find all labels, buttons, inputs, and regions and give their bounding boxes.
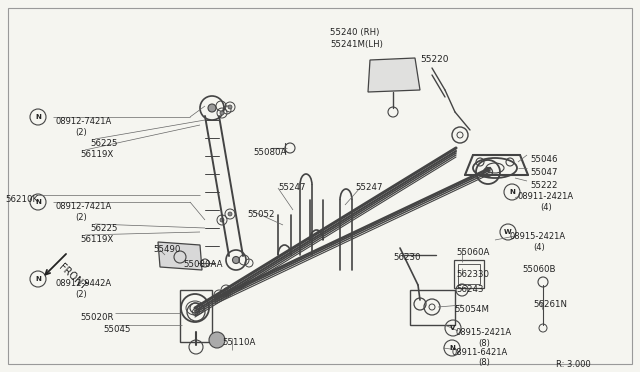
Text: 55247: 55247	[355, 183, 383, 192]
Text: 55241M(LH): 55241M(LH)	[330, 40, 383, 49]
Text: 56230: 56230	[393, 253, 420, 262]
Text: 55080A: 55080A	[253, 148, 286, 157]
Bar	[410, 290, 455, 325]
Text: 55247: 55247	[278, 183, 305, 192]
Text: 55490: 55490	[153, 245, 180, 254]
Polygon shape	[368, 58, 420, 92]
Text: 56119X: 56119X	[80, 150, 113, 159]
Circle shape	[217, 293, 221, 297]
Circle shape	[228, 105, 232, 109]
Text: FRONT: FRONT	[57, 262, 88, 292]
Circle shape	[224, 288, 228, 292]
Text: 55047: 55047	[530, 168, 557, 177]
Text: 55052: 55052	[247, 210, 275, 219]
Text: 55110A: 55110A	[222, 338, 255, 347]
Bar	[454, 260, 484, 288]
Text: 55054M: 55054M	[454, 305, 489, 314]
Polygon shape	[158, 242, 202, 270]
Text: 08911-6421A: 08911-6421A	[452, 348, 508, 357]
Text: 55222: 55222	[530, 181, 557, 190]
Text: 55060A: 55060A	[456, 248, 490, 257]
Text: 08912-7421A: 08912-7421A	[55, 117, 111, 126]
Text: 55020R: 55020R	[80, 313, 113, 322]
Text: 55060B: 55060B	[522, 265, 556, 274]
Text: N: N	[509, 189, 515, 195]
Circle shape	[232, 257, 239, 263]
Circle shape	[228, 212, 232, 216]
Text: 562330: 562330	[456, 270, 489, 279]
Text: 08912-9442A: 08912-9442A	[55, 279, 111, 288]
Text: N: N	[35, 199, 41, 205]
Text: R: 3.000: R: 3.000	[556, 360, 591, 369]
Text: 55220: 55220	[420, 55, 449, 64]
Circle shape	[209, 332, 225, 348]
Text: 56225: 56225	[90, 224, 118, 233]
Text: 56243: 56243	[456, 285, 483, 294]
Bar	[458, 264, 480, 284]
Text: N: N	[449, 345, 455, 351]
Text: 56261N: 56261N	[533, 300, 567, 309]
Text: W: W	[504, 229, 512, 235]
Text: (2): (2)	[75, 290, 87, 299]
Text: 55240 (RH): 55240 (RH)	[330, 28, 380, 37]
Text: 56119X: 56119X	[80, 235, 113, 244]
Circle shape	[220, 111, 224, 115]
Circle shape	[208, 104, 216, 112]
Text: N: N	[35, 276, 41, 282]
Text: N: N	[35, 114, 41, 120]
Text: 55045: 55045	[103, 325, 131, 334]
Text: 08911-2421A: 08911-2421A	[517, 192, 573, 201]
Circle shape	[220, 218, 224, 222]
Text: (2): (2)	[75, 213, 87, 222]
Text: (4): (4)	[540, 203, 552, 212]
Text: 08915-2421A: 08915-2421A	[510, 232, 566, 241]
Text: 08915-2421A: 08915-2421A	[455, 328, 511, 337]
Bar	[180, 290, 212, 342]
Text: (8): (8)	[478, 339, 490, 348]
Text: 55080AA: 55080AA	[183, 260, 223, 269]
Text: 55046: 55046	[530, 155, 557, 164]
Text: (8): (8)	[478, 358, 490, 367]
Text: 56225: 56225	[90, 139, 118, 148]
Text: (2): (2)	[75, 128, 87, 137]
Text: 56210K: 56210K	[5, 195, 38, 204]
Text: (4): (4)	[533, 243, 545, 252]
Text: V: V	[451, 325, 456, 331]
Text: 08912-7421A: 08912-7421A	[55, 202, 111, 211]
